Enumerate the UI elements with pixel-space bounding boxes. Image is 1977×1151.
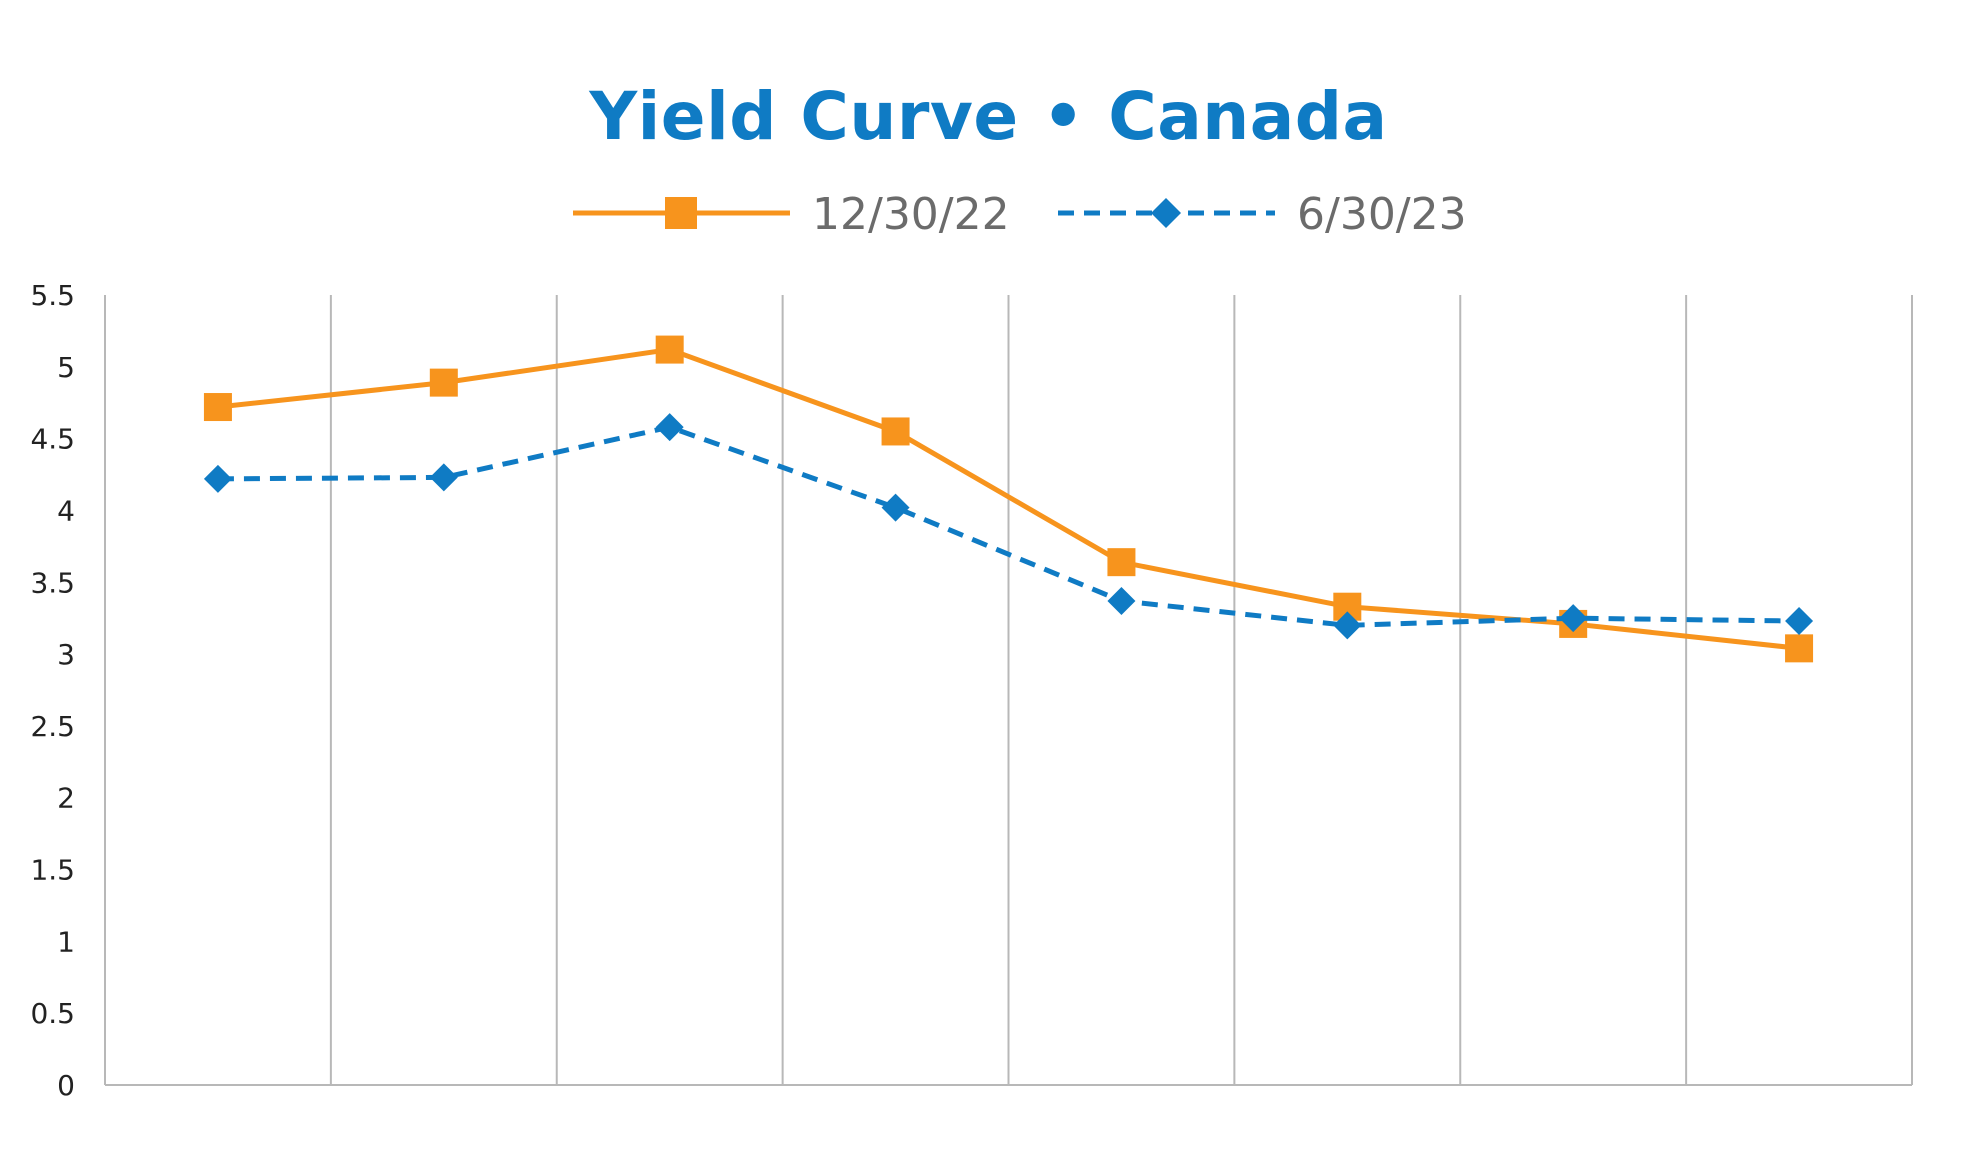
- data-point: [1559, 604, 1588, 633]
- y-tick-label: 1.5: [30, 854, 75, 887]
- y-tick-label: 0.5: [30, 997, 75, 1030]
- chart-title: Yield Curve • Canada: [589, 78, 1388, 155]
- data-point: [881, 493, 910, 522]
- y-tick-label: 1: [57, 925, 75, 958]
- y-tick-label: 4: [57, 494, 75, 527]
- y-tick-label: 3.5: [30, 566, 75, 599]
- data-point: [1785, 607, 1814, 636]
- data-point: [203, 464, 232, 493]
- data-point: [1785, 634, 1814, 663]
- y-tick-label: 5.5: [30, 279, 75, 312]
- legend: 12/30/22 6/30/23: [573, 189, 1467, 240]
- data-point: [881, 417, 910, 446]
- data-point: [1333, 611, 1362, 640]
- series-1: [203, 413, 1814, 640]
- data-point: [1107, 586, 1136, 615]
- data-point: [655, 413, 684, 442]
- data-point: [429, 368, 458, 397]
- legend-label: 12/30/22: [812, 189, 1010, 240]
- legend-entry-1: 6/30/23: [1058, 189, 1467, 240]
- y-tick-label: 3: [57, 638, 75, 671]
- y-axis-tick-labels: 0 0.5 1 1.5 2 2.5 3 3.5 4 4.5 5 5.5: [30, 279, 75, 1102]
- vertical-gridlines: [104, 295, 1913, 1085]
- data-point: [1107, 548, 1136, 577]
- data-point: [655, 335, 684, 364]
- y-tick-label: 2.5: [30, 710, 75, 743]
- legend-marker: [1151, 198, 1181, 228]
- legend-marker: [665, 197, 697, 229]
- data-point: [203, 393, 232, 422]
- series-lines: [203, 335, 1814, 663]
- legend-entry-0: 12/30/22: [573, 189, 1010, 240]
- y-tick-label: 4.5: [30, 423, 75, 456]
- series-line-1: [217, 424, 1800, 628]
- y-tick-label: 2: [57, 782, 75, 815]
- y-tick-label: 0: [57, 1069, 75, 1102]
- data-point: [429, 463, 458, 492]
- y-tick-label: 5: [57, 351, 75, 384]
- legend-label: 6/30/23: [1297, 189, 1467, 240]
